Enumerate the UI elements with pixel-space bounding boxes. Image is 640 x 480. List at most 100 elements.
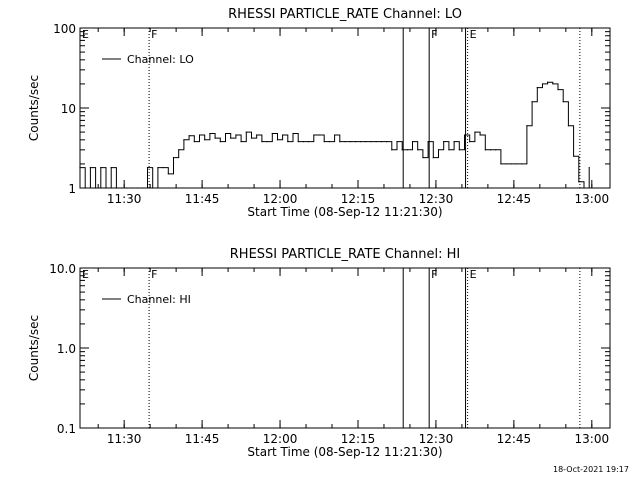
event-flag: F bbox=[431, 28, 437, 41]
data-point bbox=[198, 134, 201, 136]
data-point bbox=[526, 125, 528, 127]
data-point bbox=[396, 141, 398, 143]
x-tick-label: 11:45 bbox=[185, 192, 220, 206]
data-point bbox=[505, 163, 507, 165]
data-point bbox=[214, 137, 216, 139]
event-flag: F bbox=[431, 268, 437, 281]
x-tick-label: 11:45 bbox=[185, 432, 220, 446]
data-point bbox=[583, 187, 585, 189]
x-tick-label: 12:00 bbox=[263, 192, 298, 206]
data-point bbox=[370, 141, 372, 143]
data-point bbox=[365, 141, 367, 143]
data-point bbox=[391, 149, 393, 151]
legend-label: Channel: HI bbox=[127, 293, 191, 306]
x-tick-label: 12:30 bbox=[419, 192, 454, 206]
event-flag: F bbox=[151, 268, 157, 281]
data-point bbox=[287, 141, 289, 143]
x-tick-label: 11:30 bbox=[107, 192, 142, 206]
x-tick-label: 13:00 bbox=[575, 192, 610, 206]
chart-title: RHESSI PARTICLE_RATE Channel: HI bbox=[230, 247, 460, 262]
data-point bbox=[541, 83, 544, 85]
data-point bbox=[458, 149, 460, 151]
legend-label: Channel: LO bbox=[127, 53, 194, 66]
data-point bbox=[463, 134, 466, 136]
data-point bbox=[401, 149, 403, 151]
data-point bbox=[292, 132, 294, 135]
data-point bbox=[531, 101, 533, 103]
data-point bbox=[219, 141, 221, 143]
x-tick-label: 12:45 bbox=[497, 432, 532, 446]
data-point bbox=[193, 141, 195, 143]
data-point bbox=[256, 134, 258, 136]
data-point bbox=[297, 141, 299, 143]
data-point bbox=[126, 187, 128, 189]
data-point bbox=[562, 101, 564, 103]
data-point bbox=[375, 141, 377, 143]
series-line bbox=[80, 81, 590, 189]
data-point bbox=[84, 187, 86, 189]
data-point bbox=[469, 141, 471, 143]
data-point bbox=[422, 156, 424, 159]
data-point bbox=[276, 139, 279, 141]
data-point bbox=[323, 141, 325, 143]
event-flag: F bbox=[151, 28, 157, 41]
data-point bbox=[313, 134, 315, 136]
x-tick-label: 11:30 bbox=[107, 432, 142, 446]
data-point bbox=[344, 141, 346, 143]
data-point bbox=[157, 166, 159, 169]
data-point bbox=[204, 139, 206, 141]
data-point bbox=[515, 163, 518, 165]
data-point bbox=[448, 149, 450, 151]
event-flag: E bbox=[470, 268, 477, 281]
data-point bbox=[94, 187, 97, 189]
x-axis-label: Start Time (08-Sep-12 11:21:30) bbox=[247, 445, 442, 459]
corner-flag: E bbox=[82, 28, 89, 41]
data-point bbox=[261, 141, 263, 143]
data-point bbox=[521, 163, 523, 165]
plot-frame bbox=[79, 27, 611, 189]
data-point bbox=[552, 83, 554, 85]
data-point bbox=[427, 141, 429, 143]
y-axis-label: Counts/sec bbox=[27, 75, 41, 141]
data-point bbox=[588, 166, 590, 169]
data-point bbox=[167, 173, 169, 175]
y-tick-label: 10.0 bbox=[49, 262, 76, 276]
corner-flag: E bbox=[82, 268, 89, 281]
y-tick-label: 1.0 bbox=[57, 342, 76, 356]
data-point bbox=[547, 81, 549, 83]
data-point bbox=[536, 86, 538, 89]
data-point bbox=[178, 149, 180, 151]
data-point bbox=[209, 132, 211, 135]
data-point bbox=[282, 134, 284, 136]
data-point bbox=[500, 163, 502, 165]
data-point bbox=[224, 132, 227, 135]
plot-frame bbox=[79, 267, 611, 429]
data-point bbox=[417, 149, 419, 151]
data-point bbox=[489, 149, 492, 151]
data-point bbox=[308, 141, 310, 143]
footer-timestamp: 18-Oct-2021 19:17 bbox=[553, 465, 629, 474]
data-point bbox=[120, 187, 123, 189]
data-point bbox=[567, 125, 570, 127]
data-point bbox=[162, 166, 164, 169]
data-point bbox=[380, 141, 382, 143]
x-tick-label: 12:15 bbox=[341, 432, 376, 446]
data-point bbox=[89, 166, 91, 169]
data-point bbox=[105, 187, 107, 189]
data-point bbox=[318, 134, 320, 136]
data-point bbox=[573, 155, 575, 157]
data-point bbox=[495, 149, 497, 151]
data-point bbox=[453, 141, 455, 143]
y-tick-label: 0.1 bbox=[57, 422, 76, 436]
x-tick-label: 12:45 bbox=[497, 192, 532, 206]
data-point bbox=[245, 131, 247, 133]
data-point bbox=[437, 149, 440, 151]
data-point bbox=[474, 131, 476, 133]
data-point bbox=[479, 134, 481, 136]
data-point bbox=[271, 132, 273, 135]
data-point bbox=[443, 141, 445, 143]
x-tick-label: 12:15 bbox=[341, 192, 376, 206]
data-point bbox=[100, 166, 102, 169]
data-point bbox=[250, 137, 253, 139]
